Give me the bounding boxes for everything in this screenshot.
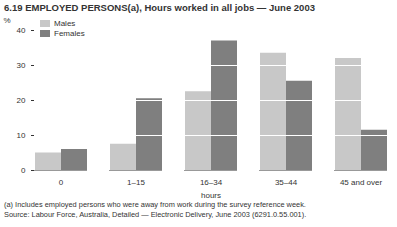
svg-text:0: 0 (21, 166, 26, 175)
svg-text:35–44: 35–44 (275, 178, 298, 187)
html-text:Source: Labour Force, Australi: Source: Labour Force, Australia, Detaile… (4, 209, 307, 219)
html-text:(a) Includes employed persons: (a) Includes employed persons who were a… (4, 200, 306, 209)
svg-text:16–34: 16–34 (200, 178, 223, 187)
svg-text:hours: hours (201, 191, 221, 200)
svg-text:30: 30 (17, 61, 26, 70)
svg-text:45 and over: 45 and over (340, 178, 383, 187)
svg-text:1–15: 1–15 (127, 178, 145, 187)
html-text:Females: Females (54, 28, 85, 38)
svg-text:40: 40 (17, 26, 26, 35)
html-text:Males: Males (54, 18, 76, 28)
svg-text:0: 0 (59, 178, 64, 187)
svg-text:20: 20 (17, 96, 26, 105)
svg-text:10: 10 (17, 131, 26, 140)
svg-text:%: % (4, 16, 11, 25)
html-text:6.19 EMPLOYED PERSONS(a), Hour: 6.19 EMPLOYED PERSONS(a), Hours worked i… (4, 2, 315, 13)
